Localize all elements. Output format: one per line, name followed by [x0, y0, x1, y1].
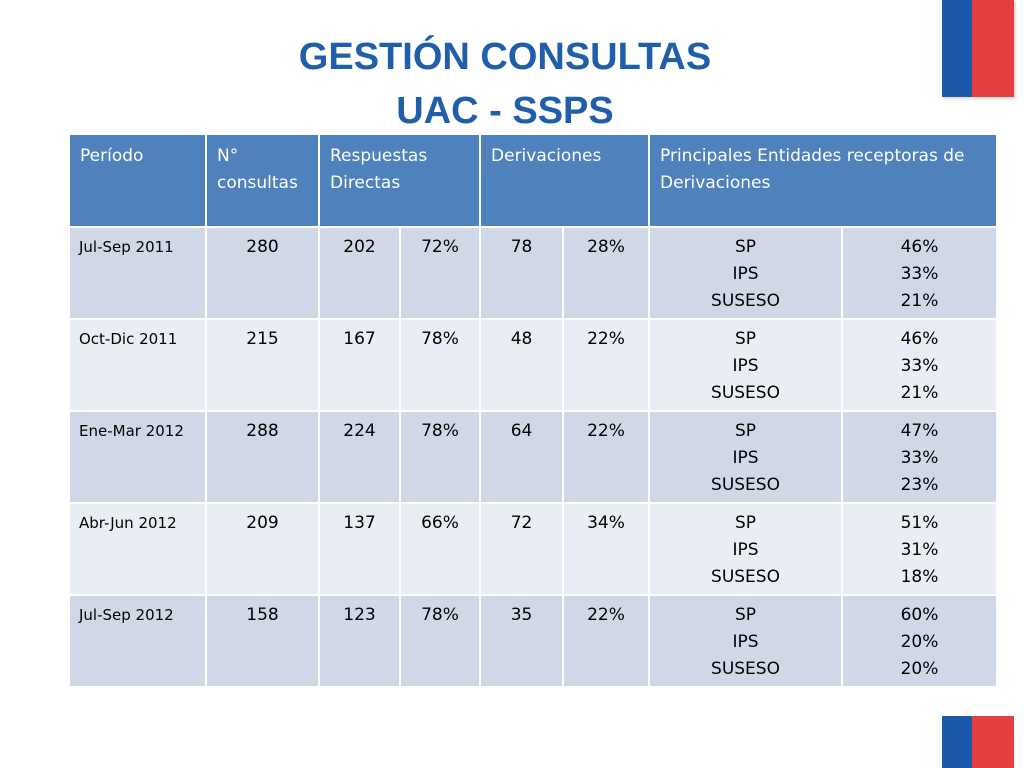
- table-row: Ene-Mar 2012 288 224 78% 64 22% SP IPS S…: [68, 410, 999, 504]
- flag-red-block: [972, 0, 1014, 97]
- cell-entities: SP IPS SUSESO: [648, 226, 844, 320]
- slide-title: GESTIÓN CONSULTAS UAC - SSPS: [0, 30, 1010, 138]
- slide-title-line2: UAC - SSPS: [396, 90, 614, 132]
- flag-blue-block: [942, 716, 972, 768]
- cell-entity-pcts: 51% 31% 18%: [841, 502, 999, 596]
- cell-resp-n: 137: [318, 502, 401, 596]
- entity-name: SUSESO: [711, 291, 780, 311]
- cell-resp-pct: 78%: [398, 410, 482, 504]
- entity-name: IPS: [732, 264, 759, 284]
- flag-red-block: [972, 716, 1014, 768]
- entity-name: SP: [734, 237, 757, 257]
- entity-name: IPS: [732, 356, 759, 376]
- cell-resp-pct: 78%: [398, 594, 482, 688]
- cell-der-pct: 22%: [562, 594, 651, 688]
- cell-entities: SP IPS SUSESO: [648, 594, 844, 688]
- entity-name: SUSESO: [711, 475, 780, 495]
- cell-consultas: 288: [205, 410, 320, 504]
- table-row: Jul-Sep 2011 280 202 72% 78 28% SP IPS S…: [68, 226, 999, 320]
- cell-resp-n: 202: [318, 226, 401, 320]
- cell-period: Ene-Mar 2012: [68, 410, 207, 504]
- cell-resp-n: 167: [318, 318, 401, 412]
- cell-entity-pcts: 46% 33% 21%: [841, 226, 999, 320]
- cell-entity-pcts: 60% 20% 20%: [841, 594, 999, 688]
- cell-entities: SP IPS SUSESO: [648, 410, 844, 504]
- entity-pct: 31%: [900, 540, 939, 560]
- entity-pct: 33%: [900, 264, 939, 284]
- cell-period: Abr-Jun 2012: [68, 502, 207, 596]
- entity-name: SP: [734, 329, 757, 349]
- entity-pct: 33%: [900, 356, 939, 376]
- entity-pct: 23%: [900, 475, 939, 495]
- header-respuestas: Respuestas Directas: [317, 133, 482, 228]
- entity-pct: 33%: [900, 448, 939, 468]
- entity-name: SUSESO: [711, 659, 780, 679]
- entity-name: SP: [734, 513, 757, 533]
- entity-pct: 20%: [900, 632, 939, 652]
- entity-name: SP: [734, 605, 757, 625]
- cell-resp-pct: 66%: [398, 502, 482, 596]
- entity-pct: 51%: [900, 513, 939, 533]
- flag-logo-bottom: [942, 716, 1014, 768]
- entity-name: SUSESO: [711, 383, 780, 403]
- cell-entities: SP IPS SUSESO: [648, 318, 844, 412]
- flag-logo-top: [942, 0, 1014, 97]
- cell-consultas: 215: [205, 318, 320, 412]
- entity-pct: 47%: [900, 421, 939, 441]
- cell-der-n: 48: [479, 318, 565, 412]
- cell-der-n: 78: [479, 226, 565, 320]
- cell-consultas: 209: [205, 502, 320, 596]
- entity-pct: 60%: [900, 605, 939, 625]
- header-derivaciones: Derivaciones: [479, 133, 651, 228]
- cell-period: Oct-Dic 2011: [68, 318, 207, 412]
- cell-der-pct: 28%: [562, 226, 651, 320]
- cell-resp-n: 224: [318, 410, 401, 504]
- entity-name: IPS: [732, 540, 759, 560]
- slide-title-line1: GESTIÓN CONSULTAS: [298, 36, 712, 78]
- cell-der-pct: 34%: [562, 502, 651, 596]
- entity-pct: 46%: [900, 237, 939, 257]
- consultas-table: Período N° consultas Respuestas Directas…: [68, 133, 999, 688]
- entity-pct: 21%: [900, 291, 939, 311]
- header-period: Período: [68, 133, 207, 228]
- entity-name: SP: [734, 421, 757, 441]
- table-row: Oct-Dic 2011 215 167 78% 48 22% SP IPS S…: [68, 318, 999, 412]
- cell-period: Jul-Sep 2011: [68, 226, 207, 320]
- cell-resp-n: 123: [318, 594, 401, 688]
- table-header-row: Período N° consultas Respuestas Directas…: [68, 133, 999, 228]
- cell-entity-pcts: 46% 33% 21%: [841, 318, 999, 412]
- entity-pct: 18%: [900, 567, 939, 587]
- cell-der-pct: 22%: [562, 318, 651, 412]
- flag-blue-block: [942, 0, 972, 97]
- entity-name: IPS: [732, 448, 759, 468]
- cell-der-pct: 22%: [562, 410, 651, 504]
- cell-resp-pct: 78%: [398, 318, 482, 412]
- cell-der-n: 35: [479, 594, 565, 688]
- cell-entities: SP IPS SUSESO: [648, 502, 844, 596]
- cell-der-n: 72: [479, 502, 565, 596]
- cell-period: Jul-Sep 2012: [68, 594, 207, 688]
- header-consultas: N° consultas: [205, 133, 320, 228]
- table-row: Jul-Sep 2012 158 123 78% 35 22% SP IPS S…: [68, 594, 999, 688]
- entity-name: IPS: [732, 632, 759, 652]
- cell-resp-pct: 72%: [398, 226, 482, 320]
- entity-pct: 20%: [900, 659, 939, 679]
- cell-entity-pcts: 47% 33% 23%: [841, 410, 999, 504]
- entity-pct: 46%: [900, 329, 939, 349]
- cell-consultas: 280: [205, 226, 320, 320]
- header-entidades: Principales Entidades receptoras de Deri…: [648, 133, 999, 228]
- cell-der-n: 64: [479, 410, 565, 504]
- entity-name: SUSESO: [711, 567, 780, 587]
- table-row: Abr-Jun 2012 209 137 66% 72 34% SP IPS S…: [68, 502, 999, 596]
- cell-consultas: 158: [205, 594, 320, 688]
- entity-pct: 21%: [900, 383, 939, 403]
